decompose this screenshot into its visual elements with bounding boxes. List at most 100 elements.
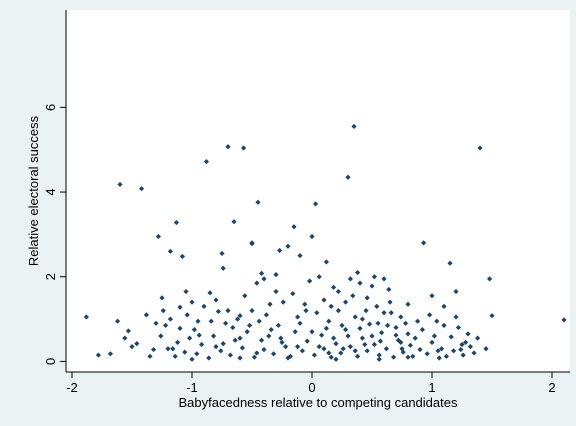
data-point: [213, 297, 219, 303]
data-point: [375, 320, 381, 326]
data-point: [328, 303, 334, 309]
data-point: [405, 354, 411, 360]
data-point: [259, 337, 265, 343]
data-point: [483, 346, 489, 352]
data-point: [167, 248, 173, 254]
data-point: [347, 276, 353, 282]
data-point: [374, 303, 380, 309]
data-point: [377, 338, 383, 344]
data-point: [453, 314, 459, 320]
data-point: [187, 335, 193, 341]
data-point: [143, 312, 149, 318]
data-point: [347, 343, 353, 350]
data-point: [273, 272, 279, 278]
data-point: [338, 350, 344, 356]
data-point: [463, 339, 469, 345]
data-point: [419, 327, 425, 333]
y-tick-label: 6: [43, 104, 58, 111]
data-point: [343, 327, 349, 333]
data-point: [220, 265, 226, 271]
y-tick-label: 4: [43, 188, 58, 195]
data-point: [333, 341, 339, 347]
data-point: [383, 346, 389, 352]
data-point: [381, 310, 387, 316]
data-point: [256, 318, 262, 324]
data-point: [242, 293, 248, 299]
data-point: [387, 299, 393, 305]
data-point: [277, 247, 283, 254]
data-point: [313, 201, 319, 207]
data-point: [405, 301, 411, 307]
data-point: [295, 343, 301, 350]
data-point: [211, 333, 217, 339]
data-point: [165, 346, 171, 352]
data-point: [351, 123, 357, 130]
x-axis-title: Babyfacedness relative to competing cand…: [179, 395, 458, 410]
data-point: [163, 322, 169, 329]
data-point: [421, 240, 427, 246]
data-point: [279, 339, 285, 345]
data-point: [350, 293, 356, 299]
data-point: [147, 353, 153, 359]
data-point: [158, 333, 164, 339]
data-point: [225, 308, 231, 314]
data-point: [429, 293, 435, 299]
data-point: [155, 233, 161, 240]
data-point: [376, 356, 382, 362]
data-point: [328, 354, 334, 360]
data-point: [451, 348, 457, 354]
data-point: [367, 321, 373, 327]
data-point: [107, 351, 113, 357]
data-point: [220, 341, 226, 347]
x-tick-label: 0: [308, 380, 315, 395]
data-point: [275, 322, 281, 329]
data-point: [307, 278, 313, 284]
data-point: [331, 284, 337, 290]
data-point: [435, 348, 441, 354]
data-point: [278, 335, 284, 341]
data-point: [247, 322, 253, 329]
data-point: [172, 353, 178, 359]
data-point: [359, 316, 365, 322]
data-point: [352, 348, 358, 354]
x-tick-label: -2: [66, 380, 78, 395]
data-point: [439, 346, 445, 352]
data-point: [263, 312, 269, 318]
data-point: [249, 240, 255, 246]
data-point: [429, 339, 435, 345]
data-point: [302, 301, 308, 307]
data-point: [427, 312, 433, 318]
data-point: [290, 291, 296, 297]
data-point: [295, 314, 301, 320]
data-point: [410, 353, 416, 359]
data-point: [291, 224, 297, 230]
data-point: [261, 276, 267, 282]
x-axis-ticks: -2 -1 0 1 2: [66, 372, 556, 395]
data-point: [400, 349, 406, 355]
data-point: [299, 348, 305, 354]
data-point: [388, 310, 394, 316]
data-point: [371, 274, 377, 280]
data-point: [129, 343, 135, 350]
data-point: [459, 341, 465, 348]
data-point: [458, 346, 464, 353]
data-point: [376, 352, 382, 358]
data-point: [189, 299, 195, 305]
y-tick-label: 0: [43, 358, 58, 365]
data-point: [261, 346, 267, 353]
data-point: [371, 341, 377, 348]
data-point: [405, 331, 411, 337]
data-point: [203, 158, 209, 165]
data-point: [340, 346, 346, 352]
data-point: [177, 304, 183, 310]
data-point: [134, 341, 140, 347]
data-point: [297, 320, 303, 326]
data-point: [434, 318, 440, 324]
data-point: [441, 322, 447, 329]
data-point: [237, 335, 243, 341]
data-point: [381, 276, 387, 282]
data-point: [333, 356, 339, 362]
data-point: [467, 343, 473, 350]
